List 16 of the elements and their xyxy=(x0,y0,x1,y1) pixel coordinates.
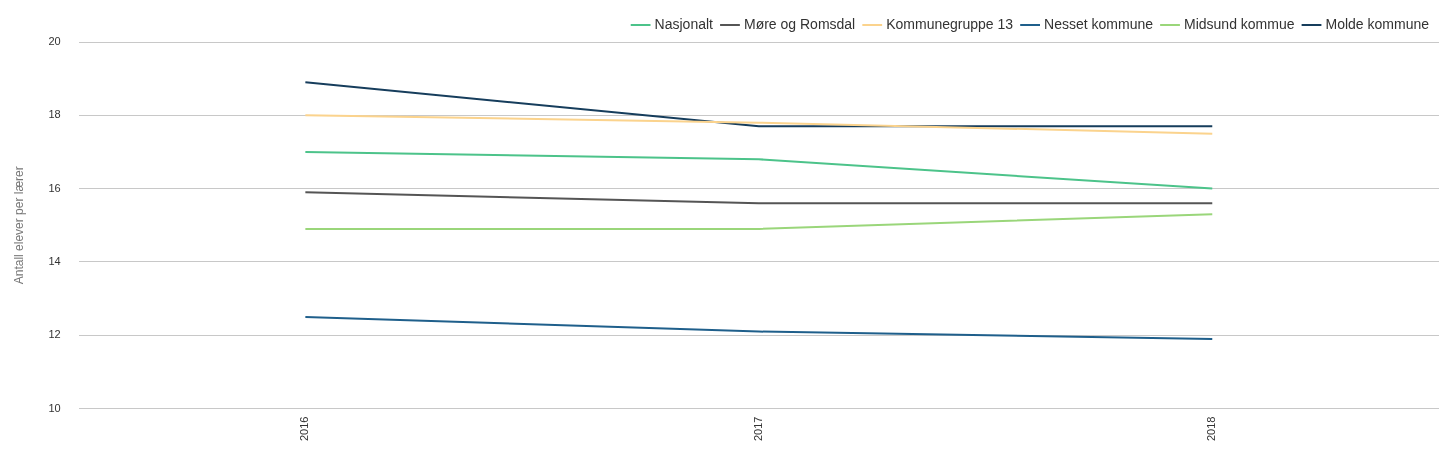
y-axis-title: Antall elever per lærer xyxy=(11,166,26,285)
y-tick-label: 12 xyxy=(48,328,61,341)
legend-label: Molde kommune xyxy=(1325,15,1430,32)
y-tick-label: 16 xyxy=(48,181,61,194)
y-tick-label: 20 xyxy=(48,35,61,48)
legend-label: Møre og Romsdal xyxy=(743,15,856,32)
y-tick-label: 14 xyxy=(48,254,61,267)
x-tick-label: 2018 xyxy=(1205,416,1218,442)
legend-label: Kommunegruppe 13 xyxy=(886,15,1014,32)
x-tick-label: 2017 xyxy=(751,416,764,442)
legend-label: Nasjonalt xyxy=(654,15,714,32)
legend-label: Midsund kommue xyxy=(1184,15,1295,32)
legend-label: Nesset kommune xyxy=(1044,15,1154,32)
y-tick-label: 18 xyxy=(48,108,61,121)
x-tick-label: 2016 xyxy=(298,416,311,442)
y-tick-label: 10 xyxy=(48,401,61,414)
